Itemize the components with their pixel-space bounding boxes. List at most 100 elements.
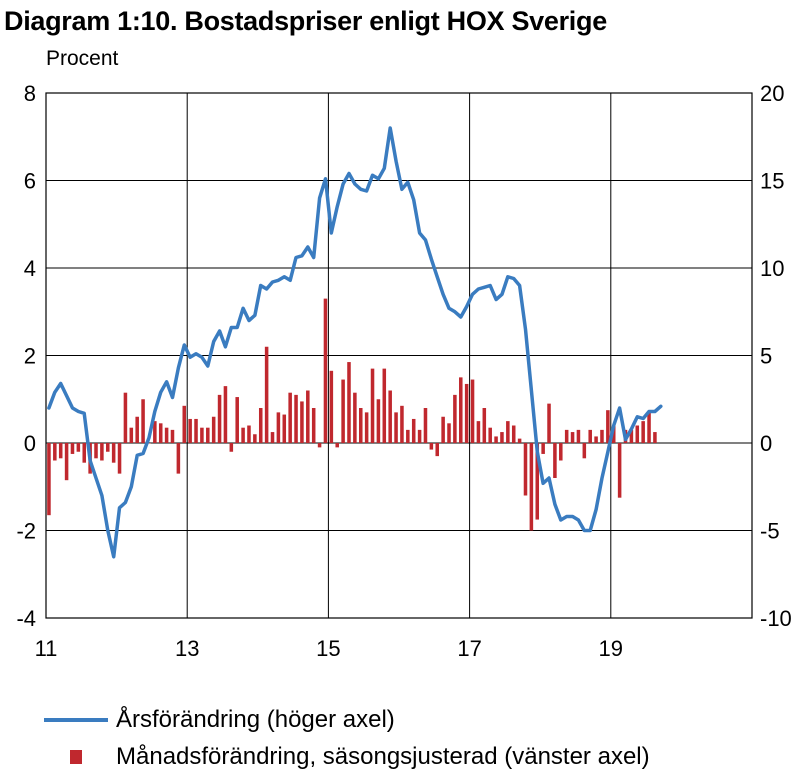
- bar: [617, 443, 622, 498]
- bar: [358, 408, 363, 443]
- bar: [258, 408, 263, 443]
- chart-area: -4 -2 0 2 4 6 8 -10 -5 0 5 10 15 20 11 13 15 17 19: [16, 81, 791, 661]
- bar: [582, 443, 587, 459]
- bar: [106, 443, 110, 452]
- bar: [194, 418, 198, 443]
- bar: [382, 368, 387, 443]
- bar: [553, 443, 557, 478]
- bar: [370, 368, 375, 443]
- bar: [294, 394, 298, 443]
- bar: [153, 421, 157, 443]
- bar: [600, 429, 604, 443]
- plot-border: [45, 92, 753, 619]
- bar: [182, 405, 187, 443]
- bar: [341, 379, 345, 443]
- x-tick-label: 17: [457, 636, 481, 661]
- bar: [200, 427, 204, 443]
- bar: [517, 438, 522, 443]
- bar: [564, 429, 569, 443]
- bar: [270, 432, 275, 443]
- bar: [323, 298, 328, 443]
- bar: [64, 443, 69, 481]
- legend-bar-swatch: [44, 750, 108, 764]
- right-tick-label: 0: [760, 431, 772, 456]
- legend-item-bar: Månadsförändring, säsongsjusterad (vänst…: [44, 743, 650, 771]
- bar: [47, 443, 51, 516]
- bar: [329, 370, 334, 443]
- x-tick-label: 19: [599, 636, 623, 661]
- chart-title: Diagram 1:10. Bostadspriser enligt HOX S…: [4, 6, 607, 36]
- bar: [188, 418, 192, 443]
- x-tick-label: 13: [175, 636, 199, 661]
- bar: [276, 412, 281, 443]
- x-tick-label: 11: [35, 636, 58, 661]
- bar: [447, 423, 451, 443]
- bar: [229, 443, 234, 452]
- bar: [217, 394, 222, 443]
- right-tick-label: 20: [760, 81, 784, 106]
- bar: [364, 412, 369, 443]
- bar: [529, 443, 534, 531]
- left-tick-label: 6: [24, 169, 36, 194]
- bar: [647, 412, 651, 443]
- bar: [253, 434, 257, 443]
- bar: [282, 414, 287, 443]
- bar: [429, 443, 434, 450]
- bar: [494, 436, 498, 443]
- bar: [417, 429, 422, 443]
- bar: [611, 425, 616, 443]
- legend-line-swatch: [44, 718, 108, 722]
- bar: [388, 390, 392, 443]
- bar: [476, 421, 481, 443]
- bar: [306, 390, 310, 443]
- bar: [570, 432, 575, 443]
- bar: [335, 443, 339, 448]
- bar: [594, 436, 598, 443]
- bar: [400, 405, 404, 443]
- legend-bar-label: Månadsförändring, säsongsjusterad (vänst…: [116, 743, 650, 770]
- bar: [94, 443, 98, 459]
- left-tick-label: 2: [24, 344, 36, 369]
- bar: [135, 416, 139, 443]
- bar: [411, 418, 416, 443]
- left-tick-label: 8: [24, 81, 36, 106]
- bar: [206, 427, 210, 443]
- bar: [347, 362, 351, 443]
- bar: [459, 377, 463, 443]
- bar: [129, 427, 134, 443]
- left-tick-label: -2: [16, 519, 36, 544]
- right-tick-label: 5: [760, 344, 772, 369]
- bar: [141, 399, 145, 443]
- x-tick-label: 15: [316, 636, 340, 661]
- bar: [635, 425, 640, 443]
- bar: [70, 443, 75, 454]
- bar: [164, 427, 169, 443]
- left-tick-label: 4: [24, 256, 36, 281]
- right-tick-label: -10: [760, 606, 792, 631]
- bar: [100, 443, 104, 461]
- bar: [606, 410, 610, 443]
- bar: [559, 443, 563, 461]
- right-tick-label: -5: [760, 519, 780, 544]
- bar: [629, 429, 634, 443]
- bar: [211, 416, 216, 443]
- bar: [117, 443, 122, 474]
- bar: [482, 408, 487, 443]
- bar: [241, 427, 245, 443]
- tick-labels: -4 -2 0 2 4 6 8 -10 -5 0 5 10 15 20 11 13 15 17 19: [16, 81, 791, 661]
- bar: [376, 399, 381, 443]
- bar: [76, 443, 81, 452]
- bar: [147, 443, 151, 444]
- bar: [311, 408, 316, 443]
- bar: [111, 443, 116, 463]
- left-tick-label: -4: [16, 606, 36, 631]
- bar: [441, 416, 445, 443]
- bar: [653, 432, 657, 443]
- bar: [123, 392, 128, 443]
- bar: [541, 443, 545, 454]
- bar: [317, 443, 322, 448]
- bar: [247, 425, 251, 443]
- bar: [223, 386, 228, 443]
- bar: [158, 423, 163, 443]
- bar: [58, 443, 63, 459]
